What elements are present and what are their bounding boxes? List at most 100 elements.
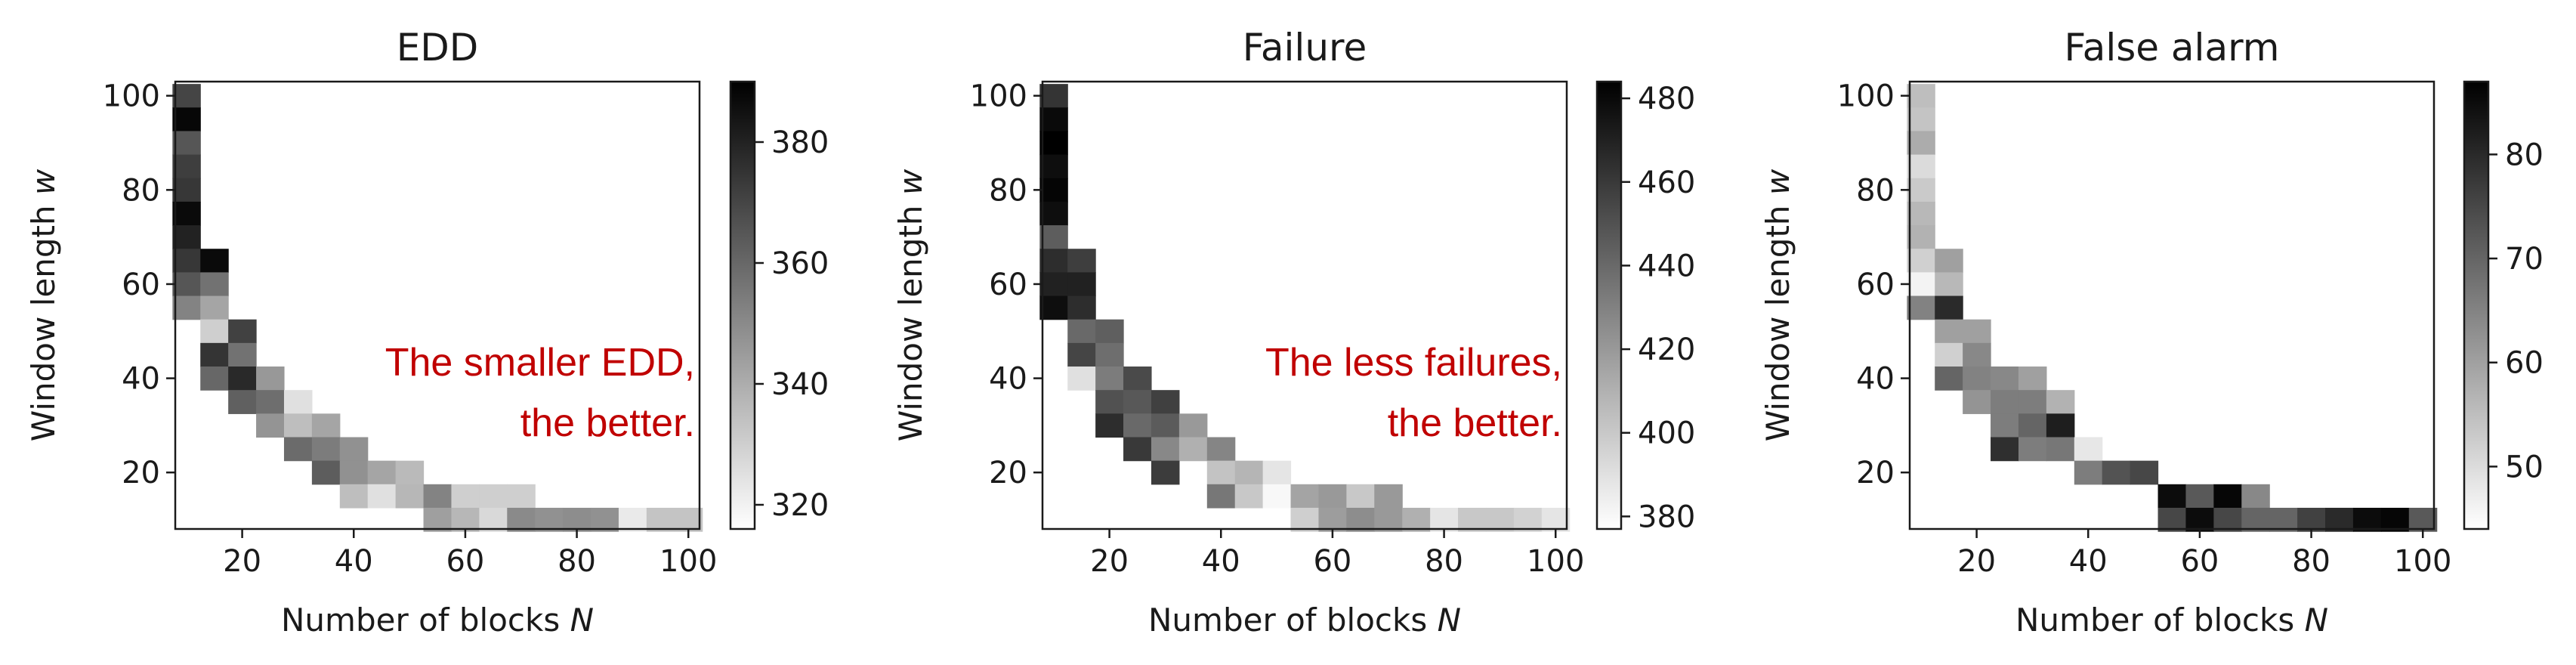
heatmap-cell xyxy=(2380,507,2410,532)
annotation-line-2: the better. xyxy=(1388,401,1562,445)
x-axis-label: Number of blocks N xyxy=(1148,602,1461,639)
heatmap-cell xyxy=(1991,390,2019,414)
heatmap-cell xyxy=(591,507,619,532)
heatmap-cell xyxy=(1067,342,1096,367)
panel-false-alarm: False alarm Number of blocks N Window le… xyxy=(1759,26,2544,639)
colorbar-tick-label: 380 xyxy=(1638,500,1695,534)
heatmap-cell xyxy=(451,484,480,509)
colorbar-tick-label: 400 xyxy=(1638,416,1695,451)
heatmap-cell xyxy=(1991,437,2019,462)
heatmap-cell xyxy=(1907,295,1935,320)
heatmap-cell xyxy=(1402,507,1431,532)
heatmap-cell xyxy=(1039,225,1068,249)
x-tick-label: 80 xyxy=(1425,544,1463,579)
heatmap-cell xyxy=(395,460,425,485)
heatmap-cells xyxy=(1907,84,2438,532)
heatmap-cell xyxy=(618,507,647,532)
x-tick-label: 80 xyxy=(558,544,596,579)
y-tick-label: 80 xyxy=(1856,173,1895,208)
y-tick-label: 80 xyxy=(989,173,1027,208)
heatmap-cell xyxy=(2325,507,2354,532)
x-axis-label-text: Number of blocks xyxy=(281,602,570,639)
heatmap-cell xyxy=(1513,507,1543,532)
heatmap-cell xyxy=(1907,225,1935,249)
colorbar-tick-label: 60 xyxy=(2505,346,2544,381)
heatmap-cell xyxy=(1067,295,1096,320)
panel-title: False alarm xyxy=(2065,26,2280,70)
panel-failure: Failure Number of blocks N Window length… xyxy=(892,26,1695,639)
heatmap-cell xyxy=(228,367,257,391)
colorbar-tick-label: 440 xyxy=(1638,249,1695,283)
heatmap-cell xyxy=(256,413,285,438)
x-tick-label: 40 xyxy=(335,544,373,579)
x-axis-label-text: Number of blocks xyxy=(2015,602,2305,639)
heatmap-cell xyxy=(674,507,703,532)
heatmap-cell xyxy=(2102,460,2131,485)
heatmap-cell xyxy=(2074,437,2103,462)
y-axis-label: Window length w xyxy=(25,169,62,441)
heatmap-cell xyxy=(1067,319,1096,344)
heatmap-cell xyxy=(2074,460,2103,485)
y-tick-label: 60 xyxy=(122,268,160,302)
y-tick-label: 60 xyxy=(1856,268,1895,302)
heatmap-cell xyxy=(535,507,564,532)
y-tick-label: 20 xyxy=(1856,456,1895,490)
heatmap-cell xyxy=(2046,413,2075,438)
heatmap-cell xyxy=(339,460,369,485)
heatmap-cell xyxy=(2241,507,2270,532)
heatmap-cell xyxy=(2046,437,2075,462)
y-tick-label: 20 xyxy=(122,456,160,490)
x-axis-label-var: N xyxy=(2305,602,2328,639)
plot-frame xyxy=(1041,80,1568,530)
heatmap-cell xyxy=(2046,390,2075,414)
x-tick-label: 60 xyxy=(446,544,484,579)
heatmap-cell xyxy=(1935,272,1963,297)
heatmap-cell xyxy=(1067,272,1096,297)
plot-frame xyxy=(174,80,701,530)
heatmap-cell xyxy=(1151,437,1180,462)
heatmap-cell xyxy=(172,84,201,108)
x-tick-label: 100 xyxy=(2394,544,2451,579)
heatmap-cell xyxy=(311,437,341,462)
heatmap-cell xyxy=(1262,460,1292,485)
y-axis-label-text: Window length xyxy=(1759,195,1796,441)
heatmap-cell xyxy=(311,413,341,438)
y-axis-label-text: Window length xyxy=(25,195,62,441)
heatmap-cell xyxy=(1991,367,2019,391)
colorbar xyxy=(729,80,756,530)
heatmap-cell xyxy=(1907,178,1935,203)
heatmap-cell xyxy=(1151,460,1180,485)
heatmap-cell xyxy=(1151,413,1180,438)
heatmap-cell xyxy=(1374,484,1403,509)
y-axis-label: Window length w xyxy=(892,169,929,441)
heatmap-cell xyxy=(172,295,201,320)
heatmap-cell xyxy=(1123,413,1152,438)
x-tick-label: 60 xyxy=(1313,544,1351,579)
heatmap-cell xyxy=(2130,460,2159,485)
heatmap-cell xyxy=(228,390,257,414)
heatmap-cell xyxy=(1963,390,1991,414)
colorbar-tick-label: 420 xyxy=(1638,332,1695,367)
heatmap-cell xyxy=(451,507,480,532)
heatmap-cell xyxy=(1907,107,1935,132)
heatmap-cell xyxy=(200,295,229,320)
heatmap-cell xyxy=(1039,107,1068,132)
heatmap-cell xyxy=(172,225,201,249)
heatmap-cell xyxy=(367,460,397,485)
heatmap-cell xyxy=(200,272,229,297)
heatmap-cell xyxy=(1907,131,1935,156)
heatmap-cell xyxy=(172,249,201,273)
x-tick-label: 40 xyxy=(1202,544,1240,579)
heatmap-cell xyxy=(1318,484,1347,509)
heatmap-cell xyxy=(200,367,229,391)
heatmap-cell xyxy=(1346,507,1375,532)
heatmap-cell xyxy=(2352,507,2382,532)
heatmap-cell xyxy=(283,413,313,438)
heatmap-cell xyxy=(1095,367,1124,391)
y-tick-label: 80 xyxy=(122,173,160,208)
x-axis-label-text: Number of blocks xyxy=(1148,602,1438,639)
heatmap-cell xyxy=(1935,249,1963,273)
heatmap-cell xyxy=(1290,507,1320,532)
x-tick-label: 60 xyxy=(2180,544,2219,579)
